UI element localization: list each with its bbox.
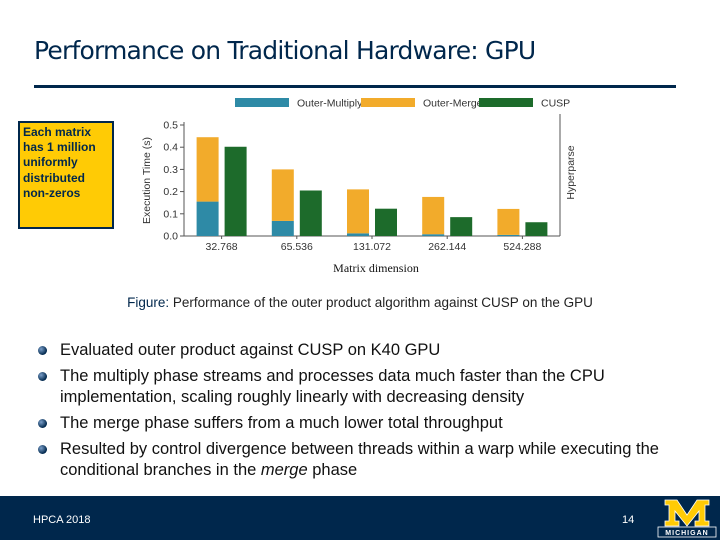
- y-tick-label: 0.1: [163, 208, 178, 220]
- y-tick-label: 0.3: [163, 164, 178, 176]
- bullet-dot-icon: [38, 346, 47, 355]
- bar-outer-multiply: [196, 201, 219, 236]
- x-tick-label: 65.536: [281, 241, 313, 253]
- bar-outer-merge: [196, 137, 219, 202]
- bullet-item: The merge phase suffers from a much lowe…: [38, 413, 678, 434]
- bar-cusp: [299, 190, 322, 236]
- caption-text: Performance of the outer product algorit…: [169, 295, 593, 310]
- legend-swatch-outer-multiply: [235, 98, 289, 107]
- logo-text: MICHIGAN: [665, 530, 708, 537]
- x-tick-label: 32.768: [206, 241, 238, 253]
- bullet-text: Evaluated outer product against CUSP on …: [60, 341, 441, 359]
- bullet-dot-icon: [38, 445, 47, 454]
- legend-label-cusp: CUSP: [541, 98, 570, 110]
- caption-prefix: Figure:: [127, 295, 170, 310]
- legend-swatch-outer-merge: [361, 98, 415, 107]
- legend-label-outer-multiply: Outer-Multiply: [297, 98, 363, 110]
- bar-outer-multiply: [347, 233, 369, 236]
- bullet-text-part: Resulted by control divergence between t…: [60, 440, 659, 479]
- bar-outer-merge: [271, 169, 294, 221]
- michigan-logo: MICHIGAN: [656, 496, 718, 540]
- y-tick-label: 0.5: [163, 120, 178, 132]
- callout-line: distributed: [23, 170, 85, 185]
- bar-cusp: [224, 146, 247, 236]
- callout-line: uniformly: [23, 155, 78, 170]
- title-underline: [34, 85, 676, 88]
- callout-line: has 1 million: [23, 140, 96, 155]
- bullet-text: Resulted by control divergence between t…: [60, 439, 678, 481]
- y-axis-title: Execution Time (s): [141, 137, 153, 224]
- bullet-text: The multiply phase streams and processes…: [60, 367, 605, 406]
- bullet-item: The multiply phase streams and processes…: [38, 366, 678, 408]
- slide-title: Performance on Traditional Hardware: GPU: [34, 36, 536, 65]
- x-tick-label: 131.072: [353, 241, 391, 253]
- bullet-item: Evaluated outer product against CUSP on …: [38, 340, 678, 361]
- chart-svg: Outer-Multiply Outer-Merge CUSP 0.0 0.1 0.2 0.…: [141, 98, 577, 254]
- hyperparse-annotation: Hyperparse: [565, 145, 577, 199]
- bar-outer-multiply: [497, 234, 520, 236]
- bullet-dot-icon: [38, 419, 47, 428]
- bar-outer-merge: [497, 208, 520, 235]
- bar-outer-multiply: [271, 220, 294, 236]
- bullet-text-emphasis: merge: [260, 461, 308, 479]
- bullet-text-part: phase: [307, 461, 358, 479]
- bar-outer-merge: [347, 189, 369, 234]
- bar-outer-merge: [422, 196, 445, 235]
- matrix-note-callout: Each matrix has 1 million uniformly dist…: [18, 121, 114, 229]
- bullet-text: The merge phase suffers from a much lowe…: [60, 414, 503, 432]
- footer-conference: HPCA 2018: [33, 514, 91, 526]
- x-tick-label: 524.288: [503, 241, 541, 253]
- chart-x-axis-label: Matrix dimension: [333, 261, 419, 275]
- footer-bar: HPCA 2018 14: [0, 496, 720, 540]
- legend-label-outer-merge: Outer-Merge: [423, 98, 483, 110]
- figure-caption: Figure: Performance of the outer product…: [0, 295, 720, 310]
- x-tick-label: 262.144: [428, 241, 466, 253]
- bar-cusp: [375, 208, 397, 236]
- bar-outer-multiply: [422, 234, 445, 236]
- callout-line: non-zeros: [23, 185, 81, 200]
- execution-time-chart: Outer-Multiply Outer-Merge CUSP 0.0 0.1 0.2 0.…: [116, 92, 586, 263]
- y-tick-label: 0.2: [163, 186, 178, 198]
- y-tick-label: 0.4: [163, 142, 178, 154]
- y-tick-label: 0.0: [163, 231, 178, 243]
- callout-line: Each matrix: [23, 125, 92, 139]
- legend-swatch-cusp: [479, 98, 533, 107]
- bullet-dot-icon: [38, 372, 47, 381]
- bullet-list: Evaluated outer product against CUSP on …: [38, 340, 678, 486]
- bar-cusp: [450, 217, 473, 236]
- bullet-item: Resulted by control divergence between t…: [38, 439, 678, 481]
- page-number: 14: [622, 514, 635, 526]
- bar-cusp: [525, 222, 548, 236]
